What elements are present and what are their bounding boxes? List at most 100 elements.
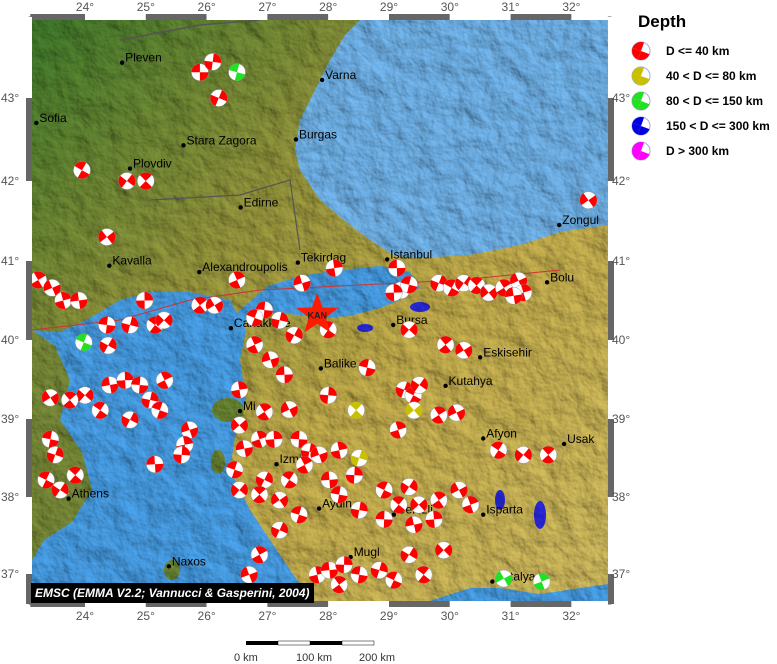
focal-mechanism-d40[interactable]: [70, 291, 88, 310]
focal-mechanism-d40[interactable]: [101, 376, 119, 394]
focal-mechanism-d40[interactable]: [99, 336, 117, 355]
focal-mechanism-d40[interactable]: [375, 510, 393, 529]
focal-mechanism-d40[interactable]: [479, 283, 498, 302]
focal-mechanism-d40[interactable]: [98, 316, 116, 334]
focal-mechanism-d40[interactable]: [46, 446, 64, 464]
epicenter-star-icon[interactable]: [296, 292, 339, 333]
focal-mechanism-d40[interactable]: [400, 320, 418, 339]
focal-mechanism-d40[interactable]: [434, 541, 453, 559]
focal-mechanism-d40[interactable]: [91, 401, 109, 420]
focal-mechanism-d40[interactable]: [330, 575, 348, 594]
focal-mechanism-d40[interactable]: [410, 376, 429, 394]
focal-mechanism-d40[interactable]: [135, 291, 154, 310]
focal-mechanism-d40[interactable]: [345, 466, 364, 484]
focal-mechanism-d150[interactable]: [532, 572, 551, 591]
focal-mechanism-d40[interactable]: [450, 481, 468, 499]
focal-mechanism-d40[interactable]: [76, 386, 94, 405]
focal-mechanism-d40[interactable]: [151, 401, 169, 420]
focal-mechanism-d40[interactable]: [455, 341, 473, 360]
focal-mechanism-d40[interactable]: [410, 495, 428, 514]
focal-mechanism-d40[interactable]: [118, 172, 136, 190]
focal-mechanism-d40[interactable]: [389, 421, 407, 439]
focal-mechanism-d40[interactable]: [205, 296, 224, 314]
focal-mechanism-d40[interactable]: [54, 291, 72, 310]
focal-mechanism-d40[interactable]: [414, 566, 433, 584]
focal-mechanism-d40[interactable]: [270, 311, 289, 329]
focal-mechanism-d40[interactable]: [280, 400, 299, 419]
focal-mechanism-d40[interactable]: [270, 521, 289, 539]
focal-mechanism-d40[interactable]: [388, 259, 406, 277]
focal-mechanism-d40[interactable]: [121, 411, 139, 429]
focal-mechanism-d40[interactable]: [350, 566, 368, 584]
focal-mechanism-d40[interactable]: [325, 259, 344, 277]
focal-mechanism-d40[interactable]: [245, 335, 264, 354]
focal-mechanism-d40[interactable]: [203, 53, 222, 71]
focal-mechanism-d40[interactable]: [172, 446, 191, 464]
focal-mechanism-d40[interactable]: [400, 546, 418, 564]
focal-mechanism-d40[interactable]: [146, 455, 164, 473]
focal-mechanism-d40[interactable]: [73, 161, 91, 179]
focal-mechanism-d40[interactable]: [121, 316, 139, 334]
focal-mechanism-d40[interactable]: [514, 446, 533, 464]
focal-mechanism-d40[interactable]: [30, 271, 47, 289]
focal-mechanism-d40[interactable]: [389, 495, 408, 514]
focal-mechanism-d40[interactable]: [240, 566, 258, 584]
focal-mechanism-d40[interactable]: [370, 561, 389, 579]
focal-mechanism-d40[interactable]: [285, 326, 303, 345]
focal-mechanism-d40[interactable]: [358, 358, 376, 377]
focal-mechanism-d40[interactable]: [330, 441, 348, 459]
focal-mechanism-d40[interactable]: [245, 309, 264, 327]
focal-mechanism-d40[interactable]: [98, 228, 116, 246]
focal-mechanism-d40[interactable]: [230, 416, 249, 434]
focal-mechanism-d40[interactable]: [255, 471, 274, 489]
focal-mechanism-d40[interactable]: [290, 430, 308, 449]
focal-mechanism-d40[interactable]: [320, 471, 339, 489]
focal-mechanism-d40[interactable]: [180, 421, 199, 439]
focal-mechanism-d40[interactable]: [275, 366, 294, 384]
focal-mechanism-d40[interactable]: [319, 386, 337, 405]
focal-mechanism-d40[interactable]: [400, 478, 418, 496]
focal-mechanism-d40[interactable]: [385, 571, 403, 589]
focal-mechanism-d40[interactable]: [335, 556, 353, 574]
focal-mechanism-d40[interactable]: [261, 351, 280, 369]
focal-mechanism-d40[interactable]: [280, 471, 299, 489]
focal-mechanism-d40[interactable]: [350, 501, 368, 519]
focal-mechanism-d80[interactable]: [350, 449, 368, 467]
focal-mechanism-d40[interactable]: [191, 63, 209, 81]
focal-mechanism-d40[interactable]: [155, 311, 173, 329]
focal-mechanism-d40[interactable]: [250, 546, 269, 564]
focal-mechanism-d40[interactable]: [155, 371, 174, 390]
focal-mechanism-d80[interactable]: [347, 401, 365, 420]
focal-mechanism-d80[interactable]: [405, 401, 423, 420]
focal-mechanism-d40[interactable]: [250, 485, 269, 504]
focal-mechanism-d40[interactable]: [41, 430, 60, 449]
focal-mechanism-d40[interactable]: [210, 89, 228, 107]
focal-mechanism-d40[interactable]: [430, 406, 448, 424]
focal-mechanism-d40[interactable]: [61, 391, 79, 409]
focal-mechanism-d40[interactable]: [225, 460, 244, 479]
focal-mechanism-d40[interactable]: [375, 481, 393, 499]
focal-mechanism-d40[interactable]: [255, 403, 274, 421]
focal-mechanism-d40[interactable]: [461, 495, 480, 514]
focal-mechanism-d40[interactable]: [447, 403, 466, 422]
focal-mechanism-d40[interactable]: [310, 446, 328, 464]
focal-mechanism-d40[interactable]: [41, 388, 60, 407]
focal-mechanism-d40[interactable]: [293, 274, 311, 292]
focal-mechanism-d150[interactable]: [228, 63, 246, 81]
focal-mechanism-d40[interactable]: [116, 371, 134, 390]
focal-mechanism-d40[interactable]: [37, 471, 55, 489]
focal-mechanism-d40[interactable]: [265, 430, 283, 449]
focal-mechanism-d40[interactable]: [430, 491, 448, 509]
focal-mechanism-d40[interactable]: [66, 466, 85, 484]
focal-mechanism-d40[interactable]: [235, 439, 254, 458]
focal-mechanism-d40[interactable]: [436, 335, 455, 354]
focal-mechanism-d40[interactable]: [385, 283, 403, 302]
focal-mechanism-d40[interactable]: [489, 441, 508, 459]
focal-mechanism-d40[interactable]: [539, 446, 558, 464]
focal-mechanism-d40[interactable]: [504, 287, 523, 305]
focal-mechanism-d40[interactable]: [295, 456, 314, 474]
focal-mechanism-d40[interactable]: [230, 381, 249, 399]
focal-mechanism-d40[interactable]: [270, 491, 289, 509]
focal-mechanism-d40[interactable]: [425, 510, 443, 529]
focal-mechanism-d40[interactable]: [579, 191, 598, 209]
